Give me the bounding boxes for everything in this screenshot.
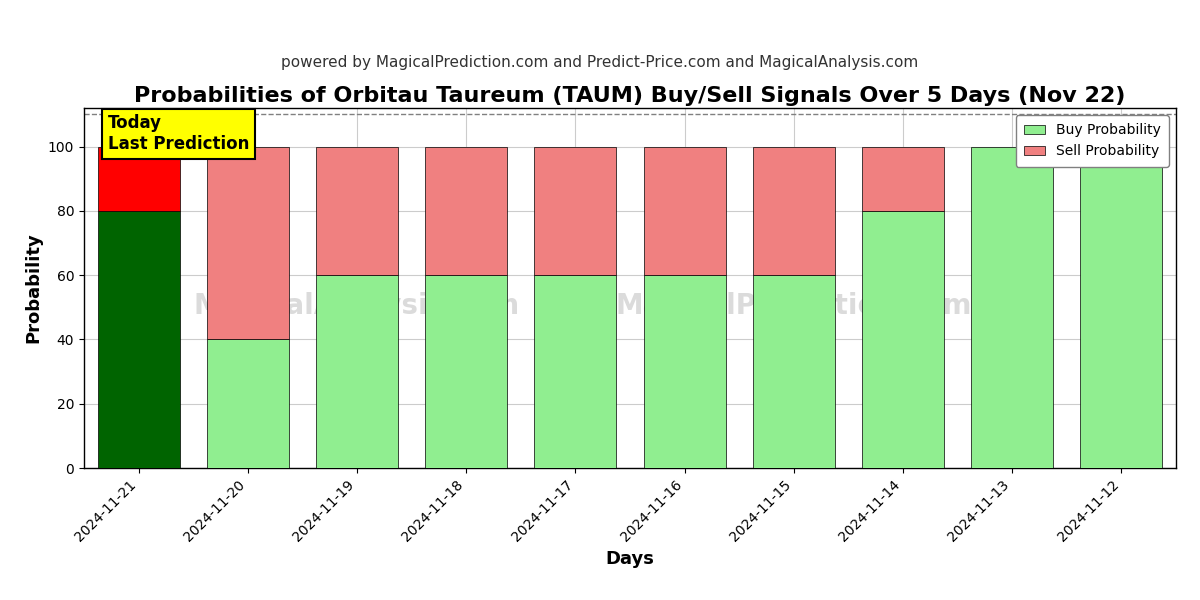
Bar bbox=[316, 275, 398, 468]
Bar bbox=[752, 146, 835, 275]
Bar bbox=[534, 275, 617, 468]
Bar bbox=[206, 146, 289, 340]
Bar bbox=[206, 340, 289, 468]
Y-axis label: Probability: Probability bbox=[24, 233, 42, 343]
X-axis label: Days: Days bbox=[606, 550, 654, 568]
Bar bbox=[316, 146, 398, 275]
Text: MagicalPrediction.com: MagicalPrediction.com bbox=[616, 292, 972, 320]
Bar bbox=[862, 211, 944, 468]
Bar bbox=[97, 146, 180, 211]
Text: MagicalAnalysis.com: MagicalAnalysis.com bbox=[194, 292, 520, 320]
Legend: Buy Probability, Sell Probability: Buy Probability, Sell Probability bbox=[1015, 115, 1169, 167]
Title: Probabilities of Orbitau Taureum (TAUM) Buy/Sell Signals Over 5 Days (Nov 22): Probabilities of Orbitau Taureum (TAUM) … bbox=[134, 86, 1126, 106]
Bar bbox=[752, 275, 835, 468]
Bar bbox=[425, 146, 508, 275]
Bar bbox=[971, 146, 1054, 468]
Bar bbox=[425, 275, 508, 468]
Bar bbox=[1080, 146, 1163, 468]
Bar bbox=[97, 211, 180, 468]
Text: Today
Last Prediction: Today Last Prediction bbox=[108, 115, 250, 153]
Bar bbox=[643, 146, 726, 275]
Text: powered by MagicalPrediction.com and Predict-Price.com and MagicalAnalysis.com: powered by MagicalPrediction.com and Pre… bbox=[281, 55, 919, 70]
Bar bbox=[643, 275, 726, 468]
Bar bbox=[534, 146, 617, 275]
Bar bbox=[862, 146, 944, 211]
